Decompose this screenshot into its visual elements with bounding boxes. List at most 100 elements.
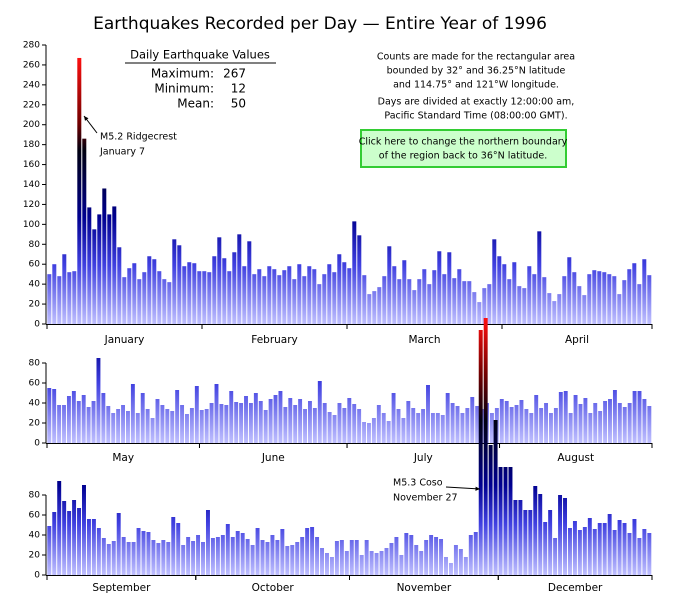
bar	[81, 395, 86, 443]
bar	[622, 407, 627, 443]
bar	[402, 260, 407, 324]
bar	[77, 57, 82, 324]
stat-value: 12	[231, 82, 246, 96]
bar	[82, 138, 87, 324]
bar	[612, 390, 617, 443]
bar	[429, 535, 434, 575]
bar	[568, 413, 573, 443]
bar	[475, 406, 480, 443]
bar	[391, 393, 396, 443]
bar	[337, 403, 342, 443]
y-tick-label: 80	[29, 491, 41, 501]
bar	[253, 393, 258, 443]
y-tick-label: 180	[23, 140, 40, 150]
month-label: August	[557, 452, 594, 464]
bar	[280, 529, 285, 575]
bar	[82, 485, 86, 575]
bar	[222, 258, 227, 324]
y-tick-label: 60	[29, 511, 41, 521]
bar	[62, 405, 66, 443]
bar	[352, 221, 357, 324]
bar	[297, 264, 302, 324]
bar	[122, 277, 127, 324]
bar	[117, 247, 122, 324]
button-text[interactable]: Click here to change the northern bounda…	[359, 137, 568, 148]
bar	[588, 413, 593, 443]
bar	[598, 411, 603, 443]
note-line: Days are divided at exactly 12:00:00 am,	[378, 97, 575, 108]
y-tick-label: 20	[29, 419, 41, 429]
bar	[191, 541, 196, 575]
bar	[187, 262, 192, 324]
bar	[379, 551, 384, 575]
bar	[287, 266, 292, 324]
bar	[386, 421, 391, 443]
bar	[553, 538, 558, 575]
bar	[329, 557, 334, 575]
bar	[332, 415, 337, 443]
bar	[442, 274, 447, 324]
bar	[57, 405, 62, 443]
bar	[519, 400, 524, 443]
bar	[617, 520, 622, 575]
month-label: November	[397, 582, 452, 594]
y-tick-label: 200	[23, 120, 40, 130]
annotation: November 27	[393, 493, 458, 504]
bar	[617, 403, 622, 443]
y-tick-label: 240	[23, 80, 40, 90]
y-tick-label: 280	[23, 41, 40, 51]
bar	[225, 524, 230, 575]
bar	[155, 399, 160, 443]
bar	[563, 498, 567, 575]
bar	[147, 256, 152, 324]
bar	[549, 413, 553, 443]
y-tick-label: 40	[29, 531, 41, 541]
bar	[440, 415, 445, 443]
bar	[167, 282, 172, 324]
bar	[404, 533, 409, 575]
region-button[interactable]	[360, 129, 567, 168]
bar	[237, 234, 242, 324]
bar	[185, 414, 189, 443]
bar	[315, 537, 320, 575]
bar	[426, 385, 430, 443]
bar	[553, 408, 558, 443]
bar	[270, 535, 275, 575]
bar	[180, 405, 185, 443]
bar	[632, 263, 637, 324]
bar	[199, 410, 204, 443]
bar	[512, 262, 517, 324]
bar	[592, 270, 597, 324]
bar	[532, 274, 537, 324]
bar	[268, 399, 273, 443]
bar	[307, 401, 312, 443]
bar	[227, 271, 232, 324]
y-tick-label: 140	[23, 180, 40, 190]
bar	[419, 551, 424, 575]
bar	[523, 510, 528, 575]
bar	[165, 409, 170, 443]
bar	[197, 271, 202, 324]
bar	[478, 330, 483, 575]
bar	[394, 537, 399, 575]
bar	[357, 409, 362, 443]
note-line: Counts are made for the rectangular area	[377, 52, 575, 63]
bar	[537, 231, 542, 324]
bar	[557, 294, 562, 324]
bar	[455, 406, 460, 443]
button-text[interactable]: of the region back to 36°N latitude.	[379, 151, 547, 162]
bar	[112, 206, 117, 324]
bar	[407, 279, 412, 324]
bar	[116, 409, 121, 443]
bar	[367, 423, 371, 443]
month-label: July	[413, 452, 433, 464]
bar	[209, 403, 214, 443]
bar	[349, 540, 354, 575]
bar	[52, 389, 57, 443]
bar	[382, 276, 387, 324]
bar	[201, 542, 205, 575]
bar	[396, 409, 401, 443]
y-tick-label: 60	[29, 260, 41, 270]
bar	[204, 409, 209, 443]
bar	[362, 422, 367, 443]
